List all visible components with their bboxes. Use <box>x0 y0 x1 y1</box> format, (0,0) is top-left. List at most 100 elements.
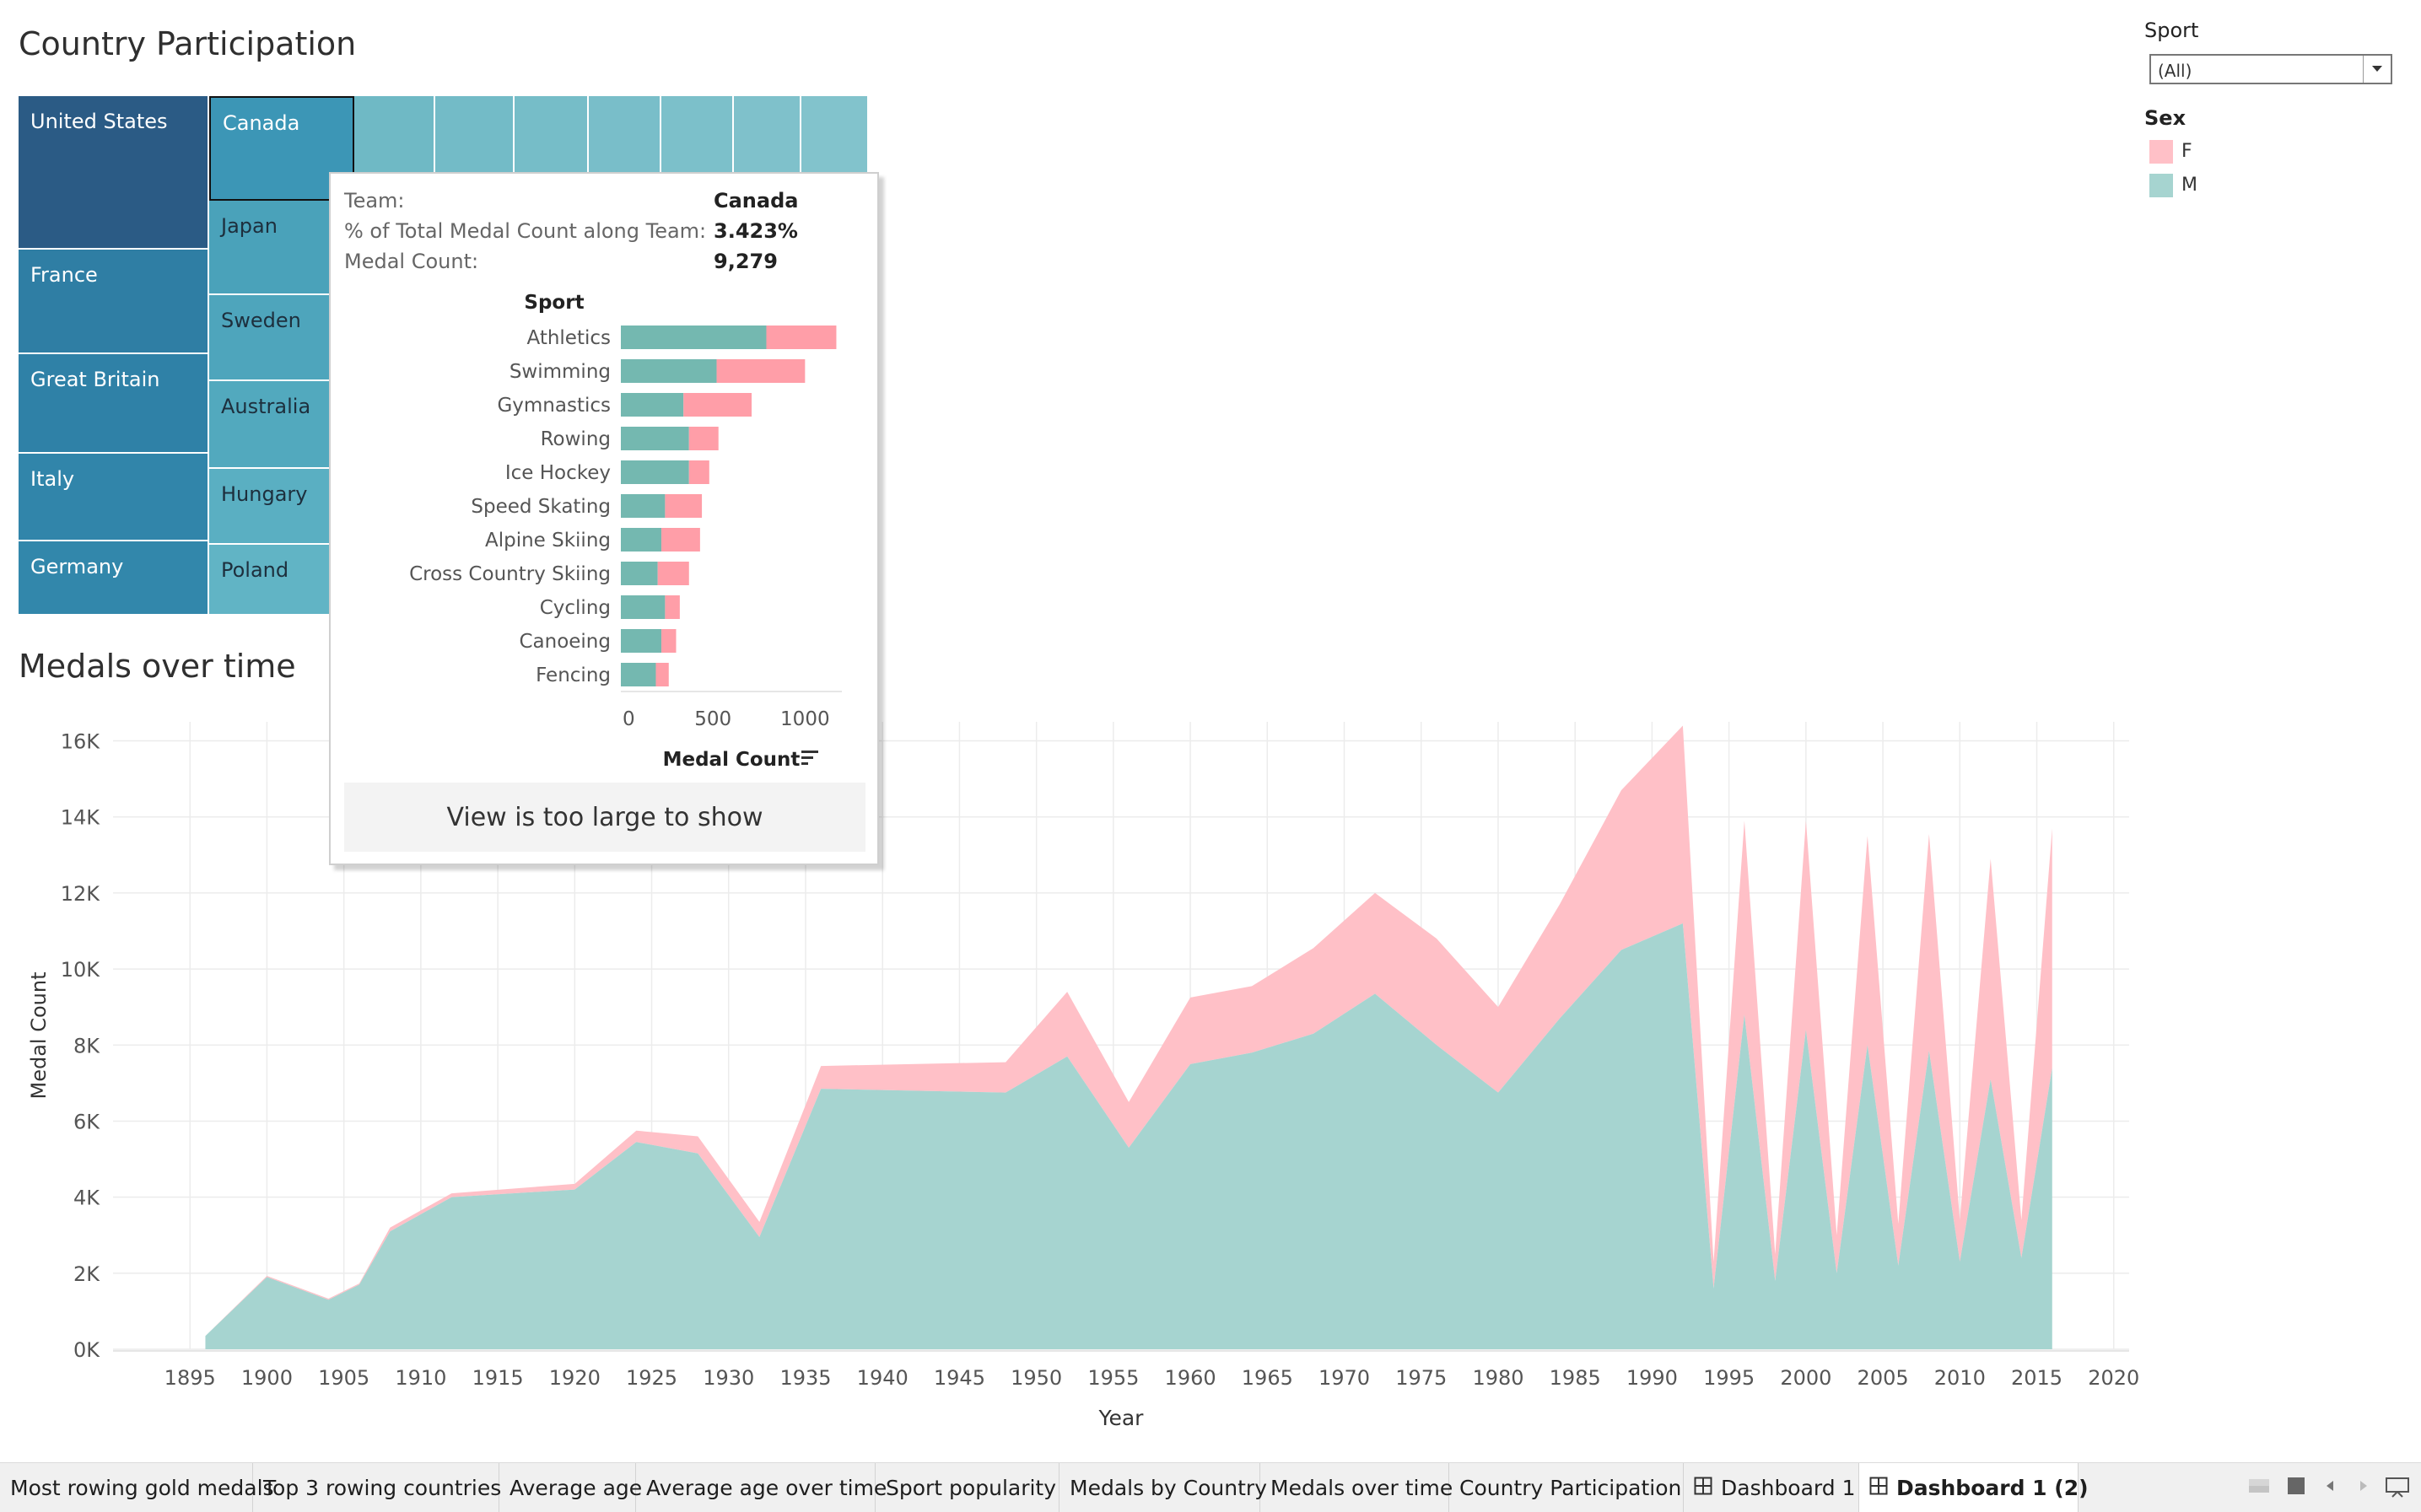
sheet-tab[interactable]: Medals over time <box>1260 1463 1453 1512</box>
sheet-tab[interactable]: Average age <box>499 1463 642 1512</box>
sort-icon[interactable] <box>801 751 818 765</box>
tooltip-panel: Team: Canada % of Total Medal Count alon… <box>329 172 879 865</box>
sheet-tab-bar: Most rowing gold medals Top 3 rowing coun… <box>0 1462 2421 1512</box>
treemap-cell-great-britain[interactable]: Great Britain <box>19 354 209 454</box>
legend-swatch-f[interactable] <box>2149 140 2173 164</box>
treemap-cell-italy[interactable]: Italy <box>19 454 209 541</box>
sheet-tab[interactable]: Average age over time <box>636 1463 887 1512</box>
x-tick-label: 1960 <box>1165 1366 1216 1390</box>
sheet-tab[interactable]: Dashboard 1 (2) <box>1859 1463 2089 1512</box>
treemap-cell-france[interactable]: France <box>19 250 209 354</box>
mini-chart-category-label: Athletics <box>526 327 611 349</box>
mini-chart-tick-label: 0 <box>623 708 635 730</box>
x-tick-label: 1990 <box>1626 1366 1678 1390</box>
sheet-tab[interactable]: Dashboard 1 <box>1684 1463 1859 1512</box>
x-tick-label: 1920 <box>549 1366 601 1390</box>
mini-chart-category-label: Canoeing <box>519 631 611 653</box>
mini-chart-bar-m[interactable] <box>621 427 689 450</box>
sheet-tab[interactable]: Country Participation <box>1449 1463 1684 1512</box>
treemap-cell-unlabeled[interactable] <box>515 96 589 177</box>
mini-chart-bar-m[interactable] <box>621 663 656 686</box>
tooltip-medal-value: 9,279 <box>714 250 778 273</box>
sheet-tab-label: Dashboard 1 <box>1721 1475 1856 1500</box>
treemap-cell-unlabeled[interactable] <box>661 96 734 177</box>
sport-filter-dropdown[interactable]: (All) <box>2149 54 2392 84</box>
treemap-label: Hungary <box>221 482 308 506</box>
y-tick-label: 6K <box>73 1110 100 1133</box>
mini-chart-bar-m[interactable] <box>621 326 767 349</box>
chevron-down-icon[interactable] <box>2363 56 2391 83</box>
mini-chart-bar-f[interactable] <box>683 393 752 417</box>
tooltip-medal-key: Medal Count: <box>344 250 479 273</box>
x-tick-label: 1935 <box>779 1366 831 1390</box>
mini-chart-bar-m[interactable] <box>621 595 666 619</box>
area-series-f[interactable] <box>205 725 2052 1337</box>
mini-chart-bar-f[interactable] <box>665 494 703 518</box>
mini-chart-bar-m[interactable] <box>621 562 658 585</box>
treemap-cell-unlabeled[interactable] <box>589 96 661 177</box>
previous-sheet-icon[interactable] <box>2321 1476 2338 1496</box>
sheet-tab-label: Most rowing gold medals <box>10 1475 274 1500</box>
mini-chart-category-label: Ice Hockey <box>505 462 611 484</box>
mini-chart-bar-f[interactable] <box>657 562 689 585</box>
sheet-tab[interactable]: Top 3 rowing countries <box>253 1463 502 1512</box>
mini-chart-bar-f[interactable] <box>655 663 669 686</box>
sex-legend-title: Sex <box>2144 106 2186 130</box>
x-tick-label: 2020 <box>2088 1366 2139 1390</box>
mini-chart-bar-f[interactable] <box>766 326 837 349</box>
treemap-cell-unlabeled[interactable] <box>801 96 869 177</box>
x-tick-label: 2005 <box>1858 1366 1909 1390</box>
mini-chart-bar-f[interactable] <box>688 460 709 484</box>
country-participation-title: Country Participation <box>19 25 357 62</box>
treemap-cell-unlabeled[interactable] <box>354 96 435 177</box>
x-tick-label: 1905 <box>318 1366 369 1390</box>
treemap-cell-germany[interactable]: Germany <box>19 541 209 616</box>
treemap-label: Sweden <box>221 309 301 332</box>
mini-chart-bar-f[interactable] <box>661 629 677 653</box>
medals-over-time-title: Medals over time <box>19 648 296 685</box>
mini-chart-category-label: Gymnastics <box>497 395 611 417</box>
y-tick-label: 0K <box>73 1338 100 1362</box>
grid-view-icon[interactable] <box>2247 1476 2271 1496</box>
treemap-label: Australia <box>221 395 311 418</box>
legend-label-m[interactable]: M <box>2181 175 2197 196</box>
y-tick-label: 8K <box>73 1034 100 1057</box>
treemap-cell-unlabeled[interactable] <box>734 96 801 177</box>
x-tick-label: 1995 <box>1703 1366 1755 1390</box>
sheet-tab-label: Average age over time <box>646 1475 887 1500</box>
mini-chart-bar-m[interactable] <box>621 460 689 484</box>
sheet-tab[interactable]: Most rowing gold medals <box>0 1463 274 1512</box>
x-axis-label: Year <box>1098 1406 1145 1430</box>
sheet-tab-label: Top 3 rowing countries <box>263 1475 502 1500</box>
tooltip-pct-value: 3.423% <box>714 219 798 243</box>
y-tick-label: 10K <box>61 958 101 982</box>
mini-chart-bar-f[interactable] <box>661 528 700 552</box>
mini-chart-bar-m[interactable] <box>621 629 662 653</box>
presentation-mode-icon[interactable] <box>2384 1476 2411 1498</box>
treemap-cell-unlabeled[interactable] <box>435 96 515 177</box>
mini-chart-bar-m[interactable] <box>621 494 666 518</box>
mini-chart-bar-f[interactable] <box>688 427 719 450</box>
treemap-cell-united-states[interactable]: United States <box>19 96 209 250</box>
next-sheet-icon[interactable] <box>2355 1476 2372 1496</box>
mini-chart-bar-m[interactable] <box>621 528 662 552</box>
sheet-tab[interactable]: Medals by Country <box>1060 1463 1267 1512</box>
filmstrip-icon[interactable] <box>2284 1476 2308 1496</box>
area-series-m[interactable] <box>205 923 2052 1349</box>
treemap-label: Japan <box>221 214 278 238</box>
medals-over-time-chart[interactable]: 0K 2K 4K 6K 8K 10K 12K 14K 16K 1895 1900 1905 1910 1… <box>0 700 2159 1442</box>
x-tick-label: 2010 <box>1934 1366 1986 1390</box>
x-tick-label: 1910 <box>395 1366 446 1390</box>
sheet-tab[interactable]: Sport popularity <box>876 1463 1060 1512</box>
mini-chart-category-label: Cross Country Skiing <box>409 563 611 585</box>
mini-chart-bar-f[interactable] <box>716 359 806 383</box>
mini-chart-category-label: Rowing <box>541 428 611 450</box>
tooltip-team-key: Team: <box>344 189 405 213</box>
mini-chart-bar-m[interactable] <box>621 393 684 417</box>
mini-chart-bar-f[interactable] <box>665 595 680 619</box>
mini-chart-category-label: Fencing <box>536 665 611 686</box>
legend-swatch-m[interactable] <box>2149 174 2173 197</box>
mini-chart-bar-m[interactable] <box>621 359 717 383</box>
legend-label-f[interactable]: F <box>2181 141 2192 162</box>
tooltip-sport-bar-chart[interactable]: Sport Athletics Swimming Gymnastics Rowing I… <box>331 278 871 818</box>
